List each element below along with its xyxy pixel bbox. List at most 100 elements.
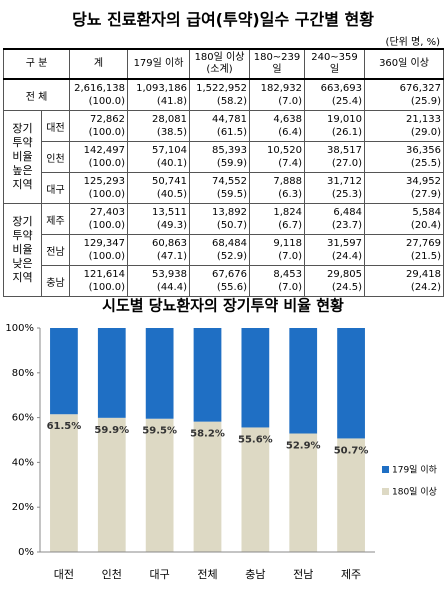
percent: (7.4): [278, 158, 302, 169]
bar-segment: [193, 328, 222, 422]
x-tick-label: 충남: [245, 568, 265, 581]
y-tick-label: 100%: [5, 323, 34, 334]
percent: (100.0): [88, 251, 125, 262]
count: 53,938: [152, 269, 187, 280]
region-row: 인천 142,497 (100.0) 57,104 (40.1) 85,393 (59.9)…: [4, 141, 444, 173]
num-cell: 2,616,138 (100.0): [69, 78, 128, 111]
percent: (100.0): [88, 96, 125, 107]
region-label: 전남: [41, 234, 70, 266]
num-cell: 13,892 (50.7): [189, 203, 250, 235]
num-cell: 19,010 (26.1): [304, 110, 365, 142]
region-row: 전남 129,347 (100.0) 60,863 (47.1) 68,484 (52.9)…: [4, 234, 444, 266]
count: 182,932: [260, 83, 302, 94]
percent: (100.0): [88, 127, 125, 138]
count: 4,638: [273, 114, 302, 125]
num-cell: 57,104 (40.1): [127, 141, 190, 173]
num-cell: 28,081 (38.5): [127, 110, 190, 142]
region-label: 충남: [41, 265, 70, 297]
num-cell: 13,511 (49.3): [127, 203, 190, 235]
count: 29,805: [327, 269, 362, 280]
percent: (52.9): [216, 251, 247, 262]
percent: (55.6): [216, 282, 247, 293]
y-tick-label: 40%: [12, 457, 34, 468]
count: 125,293: [83, 176, 125, 187]
count: 60,863: [152, 238, 187, 249]
bar-segment: [50, 328, 78, 415]
num-cell: 182,932 (7.0): [249, 78, 305, 111]
num-cell: 125,293 (100.0): [69, 172, 128, 204]
num-cell: 31,712 (25.3): [304, 172, 365, 204]
bar-segment: [241, 328, 270, 428]
num-cell: 34,952 (27.9): [364, 172, 444, 204]
legend-label: 180일 이상: [392, 487, 437, 498]
count: 44,781: [212, 114, 247, 125]
num-cell: 27,769 (21.5): [364, 234, 444, 266]
percent: (100.0): [88, 189, 125, 200]
num-cell: 1,824 (6.7): [249, 203, 305, 235]
num-cell: 142,497 (100.0): [69, 141, 128, 173]
num-cell: 10,520 (7.4): [249, 141, 305, 173]
value-label: 58.2%: [190, 429, 225, 440]
count: 19,010: [327, 114, 362, 125]
count: 68,484: [212, 238, 247, 249]
count: 129,347: [83, 238, 125, 249]
percent: (7.0): [278, 251, 302, 262]
legend-swatch: [382, 466, 389, 473]
count: 13,511: [152, 207, 187, 218]
bar-segment: [337, 328, 365, 439]
count: 5,584: [412, 207, 441, 218]
region-row: 장기 투약 비율 낮은 지역 제주 27,403 (100.0) 13,511 (49.3…: [3, 203, 444, 297]
percent: (41.8): [156, 96, 187, 107]
percent: (26.1): [331, 127, 362, 138]
percent: (24.4): [331, 251, 362, 262]
count: 9,118: [273, 238, 302, 249]
count: 1,093,186: [136, 83, 187, 94]
region-row: 대구 125,293 (100.0) 50,741 (40.5) 74,552 (59.5)…: [4, 172, 444, 204]
percent: (6.3): [278, 189, 302, 200]
percent: (7.0): [278, 96, 302, 107]
num-cell: 50,741 (40.5): [127, 172, 190, 204]
count: 31,712: [327, 176, 362, 187]
percent: (25.5): [410, 158, 441, 169]
header-cell: 계: [69, 48, 128, 80]
num-cell: 44,781 (61.5): [189, 110, 250, 142]
percent: (20.4): [410, 220, 441, 231]
num-cell: 67,676 (55.6): [189, 265, 250, 297]
percent: (6.7): [278, 220, 302, 231]
count: 34,952: [406, 176, 441, 187]
percent: (44.4): [156, 282, 187, 293]
count: 67,676: [212, 269, 247, 280]
count: 28,081: [152, 114, 187, 125]
group-label: 장기 투약 비율 높은 지역: [3, 110, 42, 204]
count: 676,327: [399, 83, 441, 94]
percent: (58.2): [216, 96, 247, 107]
percent: (7.0): [278, 282, 302, 293]
value-label: 55.6%: [238, 434, 273, 445]
num-cell: 6,484 (23.7): [304, 203, 365, 235]
percent: (40.5): [156, 189, 187, 200]
count: 7,888: [273, 176, 302, 187]
percent: (21.5): [410, 251, 441, 262]
percent: (49.3): [156, 220, 187, 231]
num-cell: 9,118 (7.0): [249, 234, 305, 266]
count: 10,520: [267, 145, 302, 156]
count: 50,741: [152, 176, 187, 187]
num-cell: 29,805 (24.5): [304, 265, 365, 297]
num-cell: 7,888 (6.3): [249, 172, 305, 204]
value-label: 59.9%: [94, 425, 129, 436]
bar-segment: [145, 418, 174, 552]
value-label: 52.9%: [286, 441, 321, 452]
region-label: 인천: [41, 141, 70, 173]
x-tick-label: 인천: [102, 567, 122, 581]
num-cell: 38,517 (27.0): [304, 141, 365, 173]
percent: (27.9): [410, 189, 441, 200]
region-label: 제주: [41, 203, 70, 235]
num-cell: 36,356 (25.5): [364, 141, 444, 173]
doc-title: 당뇨 진료환자의 급여(투약)일수 구간별 현황: [72, 10, 374, 29]
percent: (24.5): [331, 282, 362, 293]
bar-segment: [289, 328, 318, 434]
num-cell: 68,484 (52.9): [189, 234, 250, 266]
count: 142,497: [83, 145, 125, 156]
count: 27,403: [90, 207, 125, 218]
y-tick-label: 20%: [12, 502, 34, 513]
